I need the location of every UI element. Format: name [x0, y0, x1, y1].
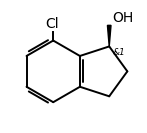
Polygon shape: [107, 25, 111, 46]
Text: OH: OH: [112, 11, 134, 24]
Text: Cl: Cl: [45, 17, 58, 31]
Text: &1: &1: [113, 48, 126, 57]
